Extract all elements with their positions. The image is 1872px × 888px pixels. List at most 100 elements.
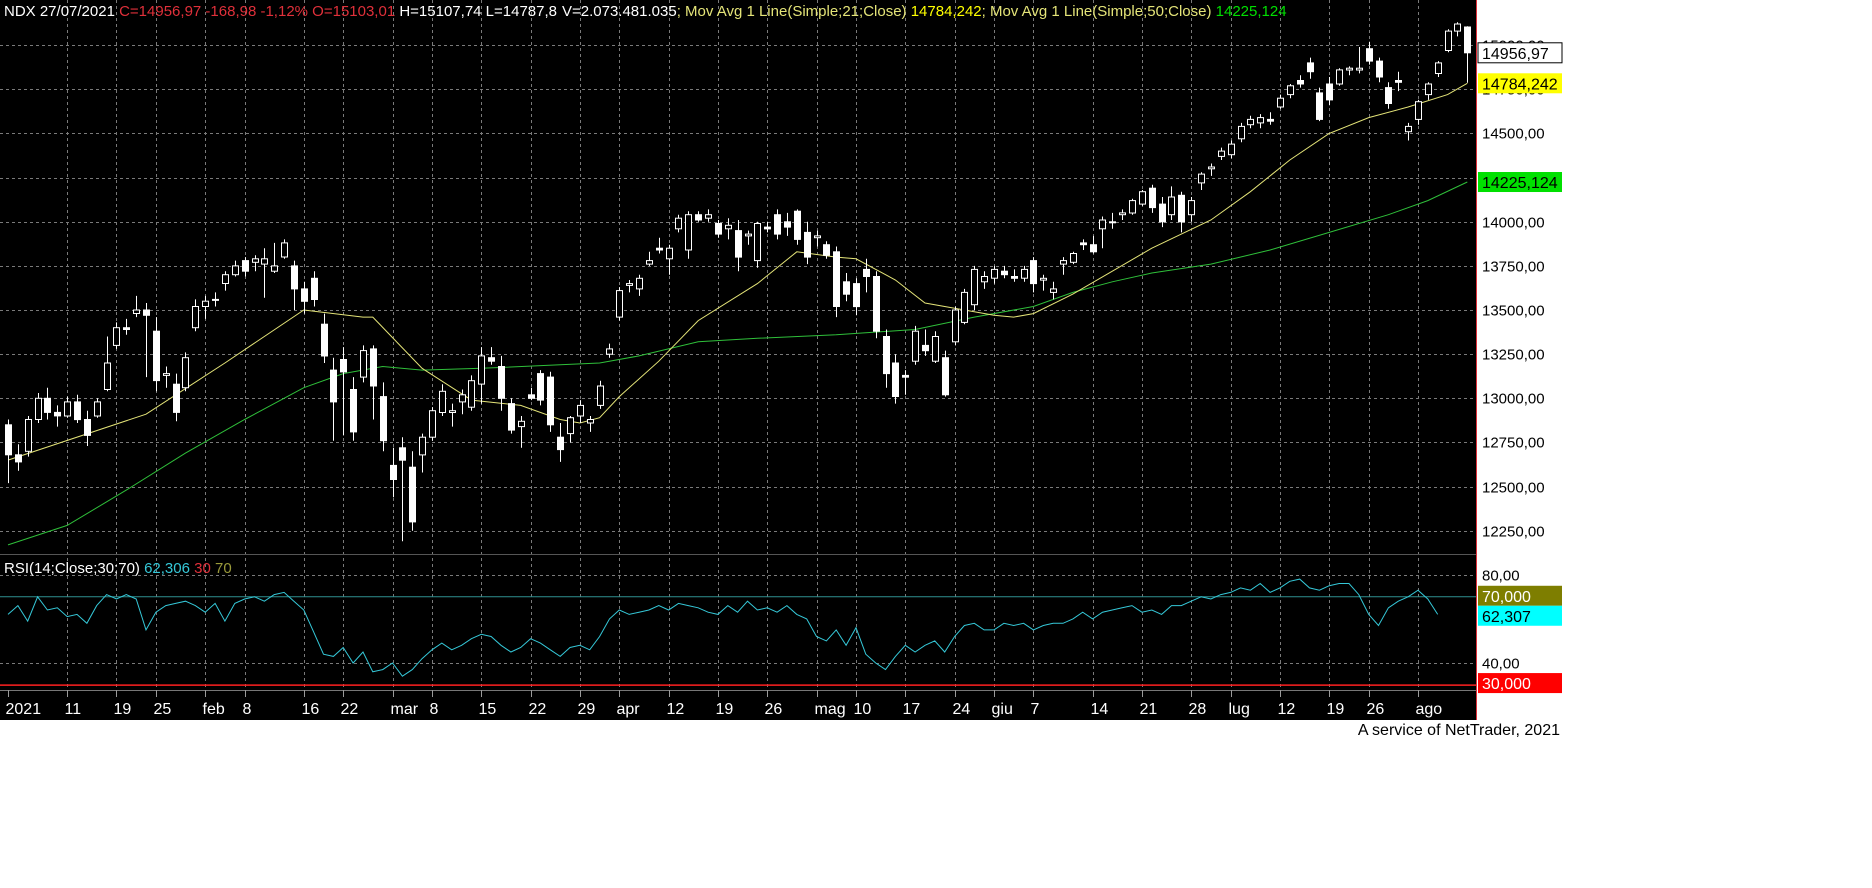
sma50-label: ; Mov Avg 1 Line(Simple;50;Close) [981,3,1212,20]
candle-body-up [725,224,732,230]
candle-body-down [853,283,860,308]
candle-body-down [1385,87,1392,104]
candle-body-up [419,436,426,456]
rsi-tick-label: 40,00 [1482,656,1520,673]
sma50-value: 14225,124 [1215,3,1287,20]
sma21-badge: 14784,242 [1478,73,1562,94]
candle-body-down [883,336,890,375]
price-tick-label: 14000,00 [1482,215,1545,232]
candle-body-up [1287,85,1294,96]
candle-body-up [1188,200,1195,216]
close-value: C=14956,97 [119,3,202,20]
candle-body-up [35,397,42,420]
candle-body-up [429,410,436,438]
candle-body-down [1080,242,1087,246]
date-tick-label: 2021 [6,701,42,718]
price-tick-label: 12500,00 [1482,480,1545,497]
candle-body-up [705,214,712,219]
candle-body-up [932,336,939,362]
date-axis[interactable]: 2021 11 19 25 feb 8 16 22 mar 8 15 22 29 apr 12 19 26 mag… [6,690,1443,718]
candle-body-up [1040,277,1047,281]
candle-body-up [1445,30,1452,51]
candle-body-up [577,404,584,417]
candle-body-up [991,268,998,279]
candle-body-down [1297,80,1304,85]
candle-body-down [1011,276,1018,279]
sma21-label: ; Mov Avg 1 Line(Simple;21;Close) [676,3,907,20]
sma21-line [7,82,1468,461]
candle-body-down [804,231,811,258]
candle-body-up [814,235,821,239]
candle-body-down [291,265,298,290]
candle-body-down [409,466,416,523]
candle-body-up [745,233,752,237]
rsi-overbought-badge-box [1478,585,1562,606]
moving-averages [7,82,1468,546]
candle-body-up [478,355,485,385]
rsi-line [7,578,1439,677]
close-badge-text: 14956,97 [1482,46,1549,63]
candle-body-up [1021,268,1028,279]
price-tick-label: 12250,00 [1482,524,1545,541]
candle-body-up [666,247,673,260]
candle-body-up [1228,143,1235,156]
candle-body-up [1405,125,1412,133]
date-tick-label: 28 [1189,701,1207,718]
price-tick-label: 13000,00 [1482,391,1545,408]
candle-body-down [390,464,397,480]
candle-body-up [212,298,219,301]
date-tick-label: giu [992,701,1013,718]
quote-header: NDX 27/07/2021 C=14956,97 -168,98 -1,12%… [4,3,1287,20]
candle-body-up [1425,83,1432,96]
rsi-last-badge: 62,307 [1478,605,1562,626]
candle-body-up [1346,67,1353,71]
candle-body-up [1336,69,1343,85]
date-tick-label: 26 [765,701,783,718]
high-value: H=15107,74 [399,3,482,20]
candle-body-down [1366,48,1373,62]
candle-body-down [528,394,535,399]
candle-body-up [1208,166,1215,170]
candle-body-down [54,411,61,417]
date-tick-label: 8 [430,701,439,718]
rsi-low: 30 [194,560,211,577]
candle-body-up [1070,253,1077,263]
candle-body-up [1218,150,1225,157]
candle-body-up [1435,62,1442,75]
quote-date: 27/07/2021 [39,3,115,20]
candle-body-down [547,376,554,426]
price-chart[interactable]: 12250,00 12500,00 12750,00 13000,00 13250,00… [0,0,1568,744]
candle-body-down [942,357,949,396]
candle-body-up [1247,118,1254,126]
candle-body-down [1149,187,1156,209]
candle-body-up [449,410,456,414]
price-axis[interactable]: 12250,00 12500,00 12750,00 13000,00 13250,00… [1477,38,1563,694]
price-tick-label: 13500,00 [1482,303,1545,320]
change-value: -168,98 [205,3,257,20]
candle-body-up [1238,125,1245,140]
price-tick-label: 13250,00 [1482,347,1545,364]
candle-body-down [902,374,909,378]
candle-body-down [1030,260,1037,285]
candle-body-down [892,362,899,397]
date-tick-label: 25 [154,701,172,718]
candle-body-up [1198,173,1205,184]
candle-body-up [281,242,288,258]
candle-body-up [685,214,692,251]
candlesticks [5,22,1471,542]
date-tick-label: mar [391,701,419,718]
candle-body-up [163,373,170,376]
candle-body-down [311,277,318,300]
candle-body-down [321,323,328,357]
candle-body-down [488,357,495,362]
candle-body-down [863,268,870,277]
candle-body-down [1395,80,1402,83]
candle-body-down [833,251,840,308]
candle-body-down [143,309,150,316]
candle-body-down [1464,26,1471,54]
date-tick-label: mag [815,701,846,718]
date-tick-label: ago [1416,701,1443,718]
candle-body-up [971,268,978,306]
candle-body-up [182,357,189,389]
candle-body-up [1257,117,1264,124]
